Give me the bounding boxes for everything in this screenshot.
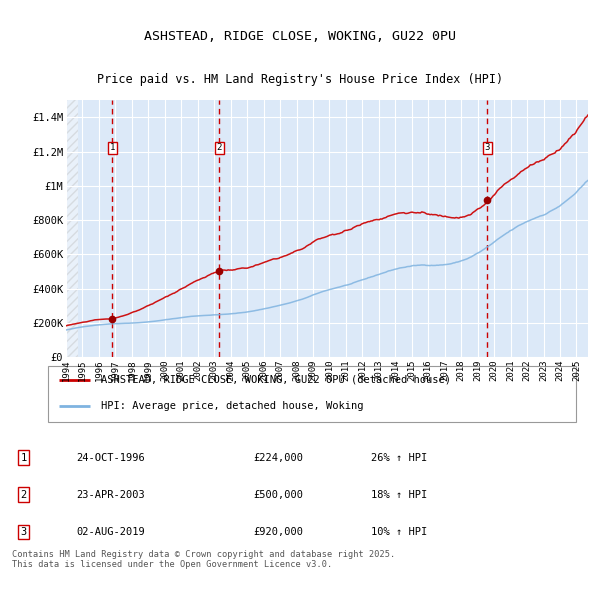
Text: HPI: Average price, detached house, Woking: HPI: Average price, detached house, Woki… xyxy=(101,401,364,411)
FancyBboxPatch shape xyxy=(48,366,576,422)
Text: Price paid vs. HM Land Registry's House Price Index (HPI): Price paid vs. HM Land Registry's House … xyxy=(97,73,503,86)
Text: ASHSTEAD, RIDGE CLOSE, WOKING, GU22 0PU: ASHSTEAD, RIDGE CLOSE, WOKING, GU22 0PU xyxy=(144,30,456,44)
Text: 02-AUG-2019: 02-AUG-2019 xyxy=(77,527,145,537)
Text: Contains HM Land Registry data © Crown copyright and database right 2025.
This d: Contains HM Land Registry data © Crown c… xyxy=(12,550,395,569)
Text: 3: 3 xyxy=(485,143,490,152)
Text: 18% ↑ HPI: 18% ↑ HPI xyxy=(371,490,427,500)
Text: 2: 2 xyxy=(20,490,27,500)
Text: 10% ↑ HPI: 10% ↑ HPI xyxy=(371,527,427,537)
Text: £500,000: £500,000 xyxy=(253,490,303,500)
Text: ASHSTEAD, RIDGE CLOSE, WOKING, GU22 0PU (detached house): ASHSTEAD, RIDGE CLOSE, WOKING, GU22 0PU … xyxy=(101,375,451,385)
Text: 2: 2 xyxy=(217,143,222,152)
Text: 23-APR-2003: 23-APR-2003 xyxy=(77,490,145,500)
Text: £224,000: £224,000 xyxy=(253,453,303,463)
Text: 1: 1 xyxy=(110,143,115,152)
Text: 26% ↑ HPI: 26% ↑ HPI xyxy=(371,453,427,463)
Text: 1: 1 xyxy=(20,453,27,463)
Text: £920,000: £920,000 xyxy=(253,527,303,537)
Text: 24-OCT-1996: 24-OCT-1996 xyxy=(77,453,145,463)
Text: 3: 3 xyxy=(20,527,27,537)
